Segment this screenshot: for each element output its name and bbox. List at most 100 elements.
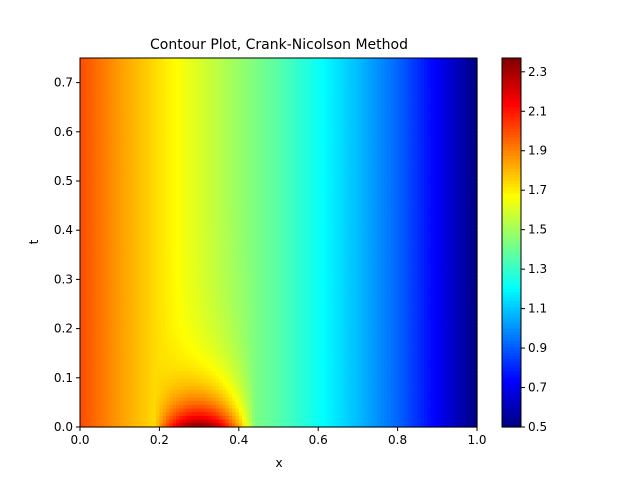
contour-cell bbox=[381, 150, 385, 155]
contour-cell bbox=[258, 161, 263, 166]
contour-cell bbox=[195, 58, 200, 63]
contour-cell bbox=[387, 161, 392, 166]
contour-cell bbox=[179, 165, 184, 170]
contour-cell bbox=[321, 168, 326, 173]
contour-cell bbox=[371, 190, 376, 196]
contour-cell bbox=[354, 165, 359, 170]
contour-cell bbox=[371, 135, 376, 140]
contour-cell bbox=[285, 128, 290, 133]
contour-cell bbox=[354, 94, 359, 100]
contour-cell bbox=[347, 80, 352, 85]
contour-cell bbox=[420, 113, 425, 118]
contour-cell bbox=[364, 205, 369, 210]
contour-cell bbox=[288, 135, 293, 140]
contour-cell bbox=[285, 161, 290, 166]
contour-cell bbox=[162, 113, 167, 118]
contour-cell bbox=[304, 165, 309, 170]
contour-cell bbox=[301, 176, 306, 181]
contour-cell bbox=[80, 161, 84, 166]
contour-cell bbox=[182, 179, 187, 185]
contour-cell bbox=[437, 113, 442, 118]
contour-cell bbox=[443, 176, 448, 181]
contour-cell bbox=[192, 161, 197, 166]
contour-cell bbox=[281, 165, 286, 170]
contour-cell bbox=[341, 150, 346, 155]
contour-cell bbox=[301, 58, 306, 63]
contour-cell bbox=[301, 168, 306, 173]
contour-cell bbox=[298, 201, 303, 207]
contour-cell bbox=[278, 153, 283, 159]
contour-cell bbox=[371, 69, 376, 74]
contour-cell bbox=[245, 113, 250, 118]
contour-cell bbox=[215, 157, 220, 162]
contour-cell bbox=[109, 80, 114, 85]
contour-cell bbox=[463, 201, 468, 207]
contour-cell bbox=[152, 91, 157, 96]
contour-cell bbox=[195, 128, 200, 133]
contour-cell bbox=[318, 128, 323, 133]
contour-cell bbox=[430, 58, 435, 63]
contour-cell bbox=[414, 91, 419, 96]
contour-cell bbox=[420, 58, 425, 63]
contour-cell bbox=[252, 117, 256, 122]
contour-cell bbox=[371, 58, 376, 63]
contour-cell bbox=[314, 113, 319, 118]
contour-cell bbox=[271, 172, 276, 177]
contour-cell bbox=[311, 105, 316, 111]
contour-cell bbox=[172, 157, 177, 162]
contour-cell bbox=[162, 194, 167, 199]
contour-cell bbox=[136, 183, 141, 188]
contour-cell bbox=[96, 157, 101, 162]
contour-cell bbox=[126, 176, 131, 181]
contour-cell bbox=[437, 128, 442, 133]
contour-cell bbox=[361, 124, 366, 129]
contour-cell bbox=[470, 198, 475, 203]
contour-cell bbox=[430, 87, 435, 92]
contour-cell bbox=[463, 172, 468, 177]
contour-cell bbox=[222, 157, 227, 162]
contour-cell bbox=[152, 80, 157, 85]
contour-cell bbox=[367, 205, 372, 210]
contour-cell bbox=[245, 124, 250, 129]
contour-cell bbox=[195, 65, 200, 70]
contour-cell bbox=[136, 76, 141, 81]
contour-cell bbox=[109, 105, 114, 111]
contour-cell bbox=[278, 65, 283, 70]
contour-cell bbox=[232, 102, 237, 107]
contour-cell bbox=[89, 94, 94, 100]
contour-cell bbox=[295, 105, 299, 111]
contour-cell bbox=[351, 83, 356, 89]
contour-cell bbox=[361, 150, 366, 155]
contour-cell bbox=[129, 172, 134, 177]
contour-cell bbox=[414, 176, 419, 181]
contour-cell bbox=[252, 91, 256, 96]
contour-cell bbox=[400, 176, 405, 181]
contour-cell bbox=[447, 176, 452, 181]
contour-cell bbox=[374, 58, 379, 63]
contour-cell bbox=[86, 91, 91, 96]
contour-cell bbox=[215, 105, 220, 111]
contour-cell bbox=[384, 102, 389, 107]
contour-cell bbox=[136, 194, 141, 199]
contour-cell bbox=[453, 194, 458, 199]
contour-cell bbox=[271, 135, 276, 140]
contour-cell bbox=[228, 172, 233, 177]
contour-cell bbox=[89, 91, 94, 96]
contour-cell bbox=[116, 153, 121, 159]
contour-cell bbox=[86, 58, 91, 63]
contour-cell bbox=[427, 109, 432, 114]
contour-cell bbox=[460, 176, 465, 181]
contour-cell bbox=[99, 72, 104, 78]
contour-cell bbox=[437, 201, 442, 207]
contour-cell bbox=[308, 142, 313, 148]
contour-cell bbox=[83, 179, 88, 185]
contour-cell bbox=[321, 65, 326, 70]
contour-cell bbox=[80, 72, 84, 78]
contour-cell bbox=[169, 161, 174, 166]
contour-cell bbox=[228, 194, 233, 199]
contour-cell bbox=[106, 109, 111, 114]
contour-cell bbox=[460, 135, 465, 140]
contour-cell bbox=[248, 109, 253, 114]
contour-cell bbox=[338, 109, 342, 114]
contour-cell bbox=[162, 205, 167, 210]
